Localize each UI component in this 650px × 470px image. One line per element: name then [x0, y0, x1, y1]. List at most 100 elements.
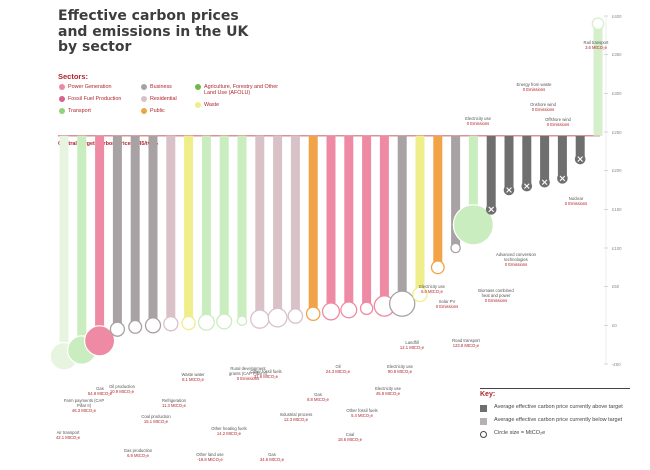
legend-label: Agriculture, Forestry and Other Land Use… [204, 84, 279, 96]
bar-label-name: Electricity use [375, 386, 401, 391]
bar-label-name: Electricity use [387, 364, 413, 369]
bar-label: Gas production 6.9 MtCO₂e [116, 448, 160, 458]
bar-label: Oil production 10.9 MtCO₂e [100, 384, 144, 394]
bar-label-value: -19.8 MtCO₂e [197, 457, 223, 462]
bar-label-value: 8.8 MtCO₂e [307, 397, 329, 402]
bar-label: Oil 24.3 MtCO₂e [316, 364, 360, 374]
bar-label: Advanced conversion technologies 0 Emissi… [494, 252, 538, 267]
bar-label-name: Road transport [452, 338, 480, 343]
bar-label-value: 0 Emissions [522, 87, 546, 92]
bubble [287, 308, 304, 324]
zero-emissions-icon [506, 187, 512, 193]
bar [379, 135, 389, 306]
bar-label-value: 0 Emissions [504, 262, 528, 267]
bar-label-value: 11.3 MtCO₂e [162, 403, 186, 408]
bar-label: Solar PV 0 Emissions [425, 299, 469, 309]
bar-label-name: Gas [314, 392, 322, 397]
zero-emissions-icon [577, 156, 583, 162]
bar-label-value: 3.6 MtCO₂e [585, 45, 607, 50]
legend-item-transport: Transport [59, 108, 91, 114]
axis-tick-label: £400 [612, 13, 622, 19]
bar [433, 135, 443, 268]
bar [397, 135, 407, 304]
key-title: Key: [480, 388, 630, 398]
bubble [216, 313, 233, 330]
bar [255, 135, 265, 320]
fossil-fuel-dot-icon [59, 96, 65, 102]
bar-label: Other fossil fuels 31.6 MtCO₂e [244, 369, 288, 379]
business-dot-icon [141, 84, 147, 90]
bar-label-name: Biomass combined heat and power [478, 288, 514, 298]
bubble [163, 316, 179, 332]
bar-label-value: 8.1 MtCO₂e [182, 377, 204, 382]
bar-label: Industrial process 12.3 MtCO₂e [274, 412, 318, 422]
bar-label: Landfill 12.1 MtCO₂e [390, 340, 434, 350]
key-above-text: Average effective carbon price currently… [494, 404, 623, 410]
bar-label-value: 34.6 MtCO₂e [259, 457, 285, 462]
bubble [340, 301, 358, 319]
bar-label-name: Oil [335, 364, 341, 369]
bar-label-name: Other fossil fuels [250, 369, 282, 374]
bar-label: Gas 8.8 MtCO₂e [296, 392, 340, 402]
axis-tick-label: £0 [612, 322, 617, 328]
bar-label: Other fossil fuels 5.4 MtCO₂e [340, 408, 384, 418]
bar-label: Rural development grants (CAP Pillar II)… [226, 366, 270, 381]
bar-label: Other heating fuels 14.2 MtCO₂e [207, 426, 251, 436]
legend-item-power-generation: Power Generation [59, 84, 111, 90]
bar-label-value: 0 Emissions [564, 201, 588, 206]
bar-label-value: 24.3 MtCO₂e [325, 369, 351, 374]
bar [540, 135, 550, 183]
chart-title: Effective carbon prices and emissions in… [58, 8, 318, 56]
bar [77, 135, 87, 351]
bar-label-name: Air transport [56, 430, 80, 435]
bar-label-name: Other fossil fuels [346, 408, 378, 413]
legend-label: Residential [150, 96, 177, 102]
axis-tick-label: £300 [612, 90, 622, 96]
bar-label-value: 31.6 MtCO₂e [253, 374, 279, 379]
bar-label-name: Other land use [196, 452, 224, 457]
bar [112, 135, 122, 330]
bar [166, 135, 176, 324]
bar-label-name: Offshore wind [545, 117, 571, 122]
bar-label-value: 10.9 MtCO₂e [109, 389, 135, 394]
bar-label-value: 6.9 MtCO₂e [127, 453, 149, 458]
bar-label-name: Coal [345, 432, 355, 437]
bar-label: Farm payments (CAP Pillar II) 46.3 MtCO₂e [62, 398, 106, 413]
bar-label-name: Advanced conversion technologies [495, 252, 537, 262]
bar-label: Electricity use 45.8 MtCO₂e [366, 386, 410, 396]
bar [522, 135, 532, 187]
public-dot-icon [141, 108, 147, 114]
axis-tick-label: £50 [612, 284, 620, 290]
bar-label-value: 5.4 MtCO₂e [351, 413, 373, 418]
bar-label-name: Industrial process [279, 412, 313, 417]
bar [59, 135, 69, 357]
bar-label-value: 54.8 MtCO₂e [87, 391, 113, 396]
title-line-3: by sector [58, 39, 132, 55]
bar [290, 135, 300, 317]
axis-tick-label: -£50 [612, 361, 621, 367]
bar-label-value: 0 Emissions [466, 121, 490, 126]
bar [130, 135, 140, 327]
bar-label-value: 0 Emissions [236, 376, 260, 381]
legend-label: Business [150, 84, 172, 90]
key-row-above: Average effective carbon price currently… [480, 404, 630, 412]
legend-label: Fossil Fuel Production [68, 96, 122, 102]
bar-label-value: 15.1 MtCO₂e [143, 419, 169, 424]
bubble [84, 325, 116, 357]
bar [504, 135, 514, 190]
legend-item-business: Business [141, 84, 172, 90]
legend-item-waste: Waste [195, 102, 219, 108]
bubble [181, 315, 196, 331]
key-below-text: Average effective carbon price currently… [494, 417, 623, 423]
legend-item-fossil-fuel-production: Fossil Fuel Production [59, 96, 122, 102]
bar-label: Offshore wind 0 Emissions [536, 117, 580, 127]
residential-dot-icon [141, 96, 147, 102]
bar [593, 23, 603, 136]
bar-label-value: 46.3 MtCO₂e [71, 408, 97, 413]
bar-label-name: Coal production [141, 414, 171, 419]
bar-label-name: Electricity use [419, 284, 445, 289]
bar [219, 135, 229, 322]
key-row-circle: Circle size = MtCO₂e [480, 430, 630, 438]
zero-emissions-icon [541, 179, 548, 186]
